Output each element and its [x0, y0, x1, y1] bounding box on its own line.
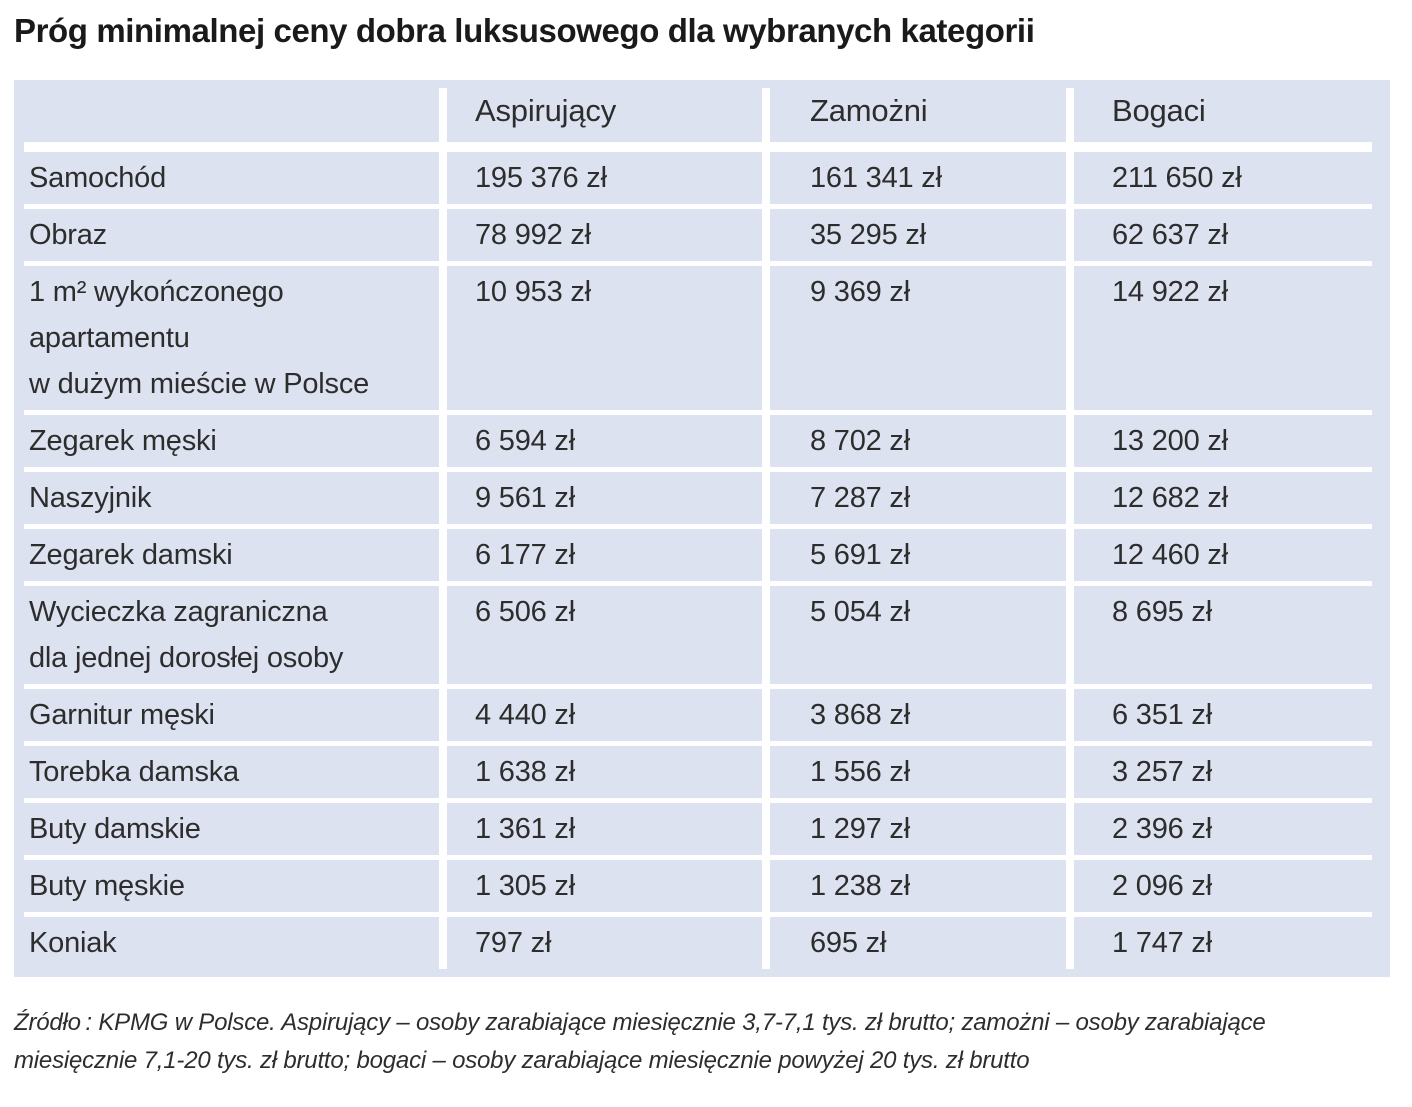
row-category-label: Samochód: [29, 162, 167, 194]
value-cell-bogaci: 2 396 zł: [1112, 813, 1212, 845]
value-cell-zamozni: 35 295 zł: [810, 219, 926, 251]
row-divider: [24, 855, 1372, 860]
row-category-label: Zegarek damski: [29, 539, 233, 571]
table-row: Buty damskie 1 361 zł 1 297 zł 2 396 zł: [14, 803, 1390, 855]
table-row: Samochód 195 376 zł 161 341 zł 211 650 z…: [14, 152, 1390, 204]
row-divider: [24, 912, 1372, 917]
value-cell-zamozni: 5 054 zł: [810, 596, 910, 628]
row-category-label: Obraz: [29, 219, 107, 251]
column-divider-1: [439, 88, 447, 969]
row-divider: [24, 741, 1372, 746]
column-header-aspirujacy: Aspirujący: [475, 93, 616, 128]
row-category-label: Koniak: [29, 927, 117, 959]
value-cell-bogaci: 211 650 zł: [1112, 162, 1242, 194]
row-divider: [24, 410, 1372, 415]
table-row: Koniak 797 zł 695 zł 1 747 zł: [14, 917, 1390, 969]
row-category-label: Naszyjnik: [29, 482, 152, 514]
value-cell-bogaci: 1 747 zł: [1112, 927, 1212, 959]
source-note: Źródło : KPMG w Polsce. Aspirujący – oso…: [14, 1009, 1266, 1074]
value-cell-aspirujacy: 6 506 zł: [475, 596, 575, 628]
table-row: Zegarek męski 6 594 zł 8 702 zł 13 200 z…: [14, 415, 1390, 467]
value-cell-zamozni: 5 691 zł: [810, 539, 910, 571]
table-row: Buty męskie 1 305 zł 1 238 zł 2 096 zł: [14, 860, 1390, 912]
table-row: Wycieczka zagraniczna dla jednej dorosłe…: [14, 586, 1390, 684]
value-cell-bogaci: 13 200 zł: [1112, 425, 1228, 457]
table-row: Torebka damska 1 638 zł 1 556 zł 3 257 z…: [14, 746, 1390, 798]
row-category-label: Zegarek męski: [29, 425, 217, 457]
column-header-zamozni: Zamożni: [810, 93, 928, 128]
value-cell-aspirujacy: 797 zł: [475, 927, 552, 959]
value-cell-bogaci: 6 351 zł: [1112, 699, 1212, 731]
value-cell-aspirujacy: 78 992 zł: [475, 219, 591, 251]
value-cell-zamozni: 1 238 zł: [810, 870, 910, 902]
value-cell-bogaci: 14 922 zł: [1112, 276, 1228, 308]
value-cell-aspirujacy: 1 361 zł: [475, 813, 575, 845]
column-divider-3: [1066, 88, 1074, 969]
value-cell-aspirujacy: 10 953 zł: [475, 276, 591, 308]
row-category-label: Buty damskie: [29, 813, 201, 845]
value-cell-zamozni: 695 zł: [810, 927, 887, 959]
table-header-row: Aspirujący Zamożni Bogaci: [14, 80, 1390, 142]
row-category-label: Torebka damska: [29, 756, 239, 788]
value-cell-aspirujacy: 9 561 zł: [475, 482, 575, 514]
value-cell-bogaci: 8 695 zł: [1112, 596, 1212, 628]
row-category-label: Buty męskie: [29, 870, 185, 902]
row-category-label: Wycieczka zagraniczna dla jednej dorosłe…: [29, 596, 344, 674]
value-cell-zamozni: 7 287 zł: [810, 482, 910, 514]
value-cell-zamozni: 1 297 zł: [810, 813, 910, 845]
column-header-category: [14, 80, 443, 142]
row-divider: [24, 684, 1372, 689]
row-divider: [24, 204, 1372, 209]
row-divider: [24, 261, 1372, 266]
row-divider: [24, 581, 1372, 586]
luxury-price-table: Aspirujący Zamożni Bogaci Samochód 195 3…: [14, 80, 1390, 977]
table-row: Garnitur męski 4 440 zł 3 868 zł 6 351 z…: [14, 689, 1390, 741]
value-cell-aspirujacy: 6 594 zł: [475, 425, 575, 457]
value-cell-zamozni: 161 341 zł: [810, 162, 942, 194]
value-cell-bogaci: 2 096 zł: [1112, 870, 1212, 902]
value-cell-bogaci: 62 637 zł: [1112, 219, 1228, 251]
row-category-label: Garnitur męski: [29, 699, 215, 731]
table-row: Naszyjnik 9 561 zł 7 287 zł 12 682 zł: [14, 472, 1390, 524]
value-cell-zamozni: 9 369 zł: [810, 276, 910, 308]
row-divider: [24, 467, 1372, 472]
table-body: Samochód 195 376 zł 161 341 zł 211 650 z…: [14, 152, 1390, 969]
value-cell-aspirujacy: 195 376 zł: [475, 162, 607, 194]
row-divider: [24, 798, 1372, 803]
value-cell-bogaci: 12 460 zł: [1112, 539, 1228, 571]
table-row: Obraz 78 992 zł 35 295 zł 62 637 zł: [14, 209, 1390, 261]
value-cell-aspirujacy: 6 177 zł: [475, 539, 575, 571]
page-title: Próg minimalnej ceny dobra luksusowego d…: [14, 12, 1035, 49]
row-category-label: 1 m² wykończonego apartamentu w dużym mi…: [29, 276, 370, 400]
column-header-bogaci: Bogaci: [1112, 93, 1206, 128]
value-cell-zamozni: 8 702 zł: [810, 425, 910, 457]
value-cell-aspirujacy: 1 305 zł: [475, 870, 575, 902]
table-row: Zegarek damski 6 177 zł 5 691 zł 12 460 …: [14, 529, 1390, 581]
value-cell-bogaci: 3 257 zł: [1112, 756, 1212, 788]
value-cell-aspirujacy: 1 638 zł: [475, 756, 575, 788]
row-divider: [24, 524, 1372, 529]
value-cell-aspirujacy: 4 440 zł: [475, 699, 575, 731]
value-cell-zamozni: 1 556 zł: [810, 756, 910, 788]
value-cell-bogaci: 12 682 zł: [1112, 482, 1228, 514]
header-divider: [24, 142, 1372, 152]
column-divider-2: [762, 88, 770, 969]
table-row: 1 m² wykończonego apartamentu w dużym mi…: [14, 266, 1390, 410]
value-cell-zamozni: 3 868 zł: [810, 699, 910, 731]
